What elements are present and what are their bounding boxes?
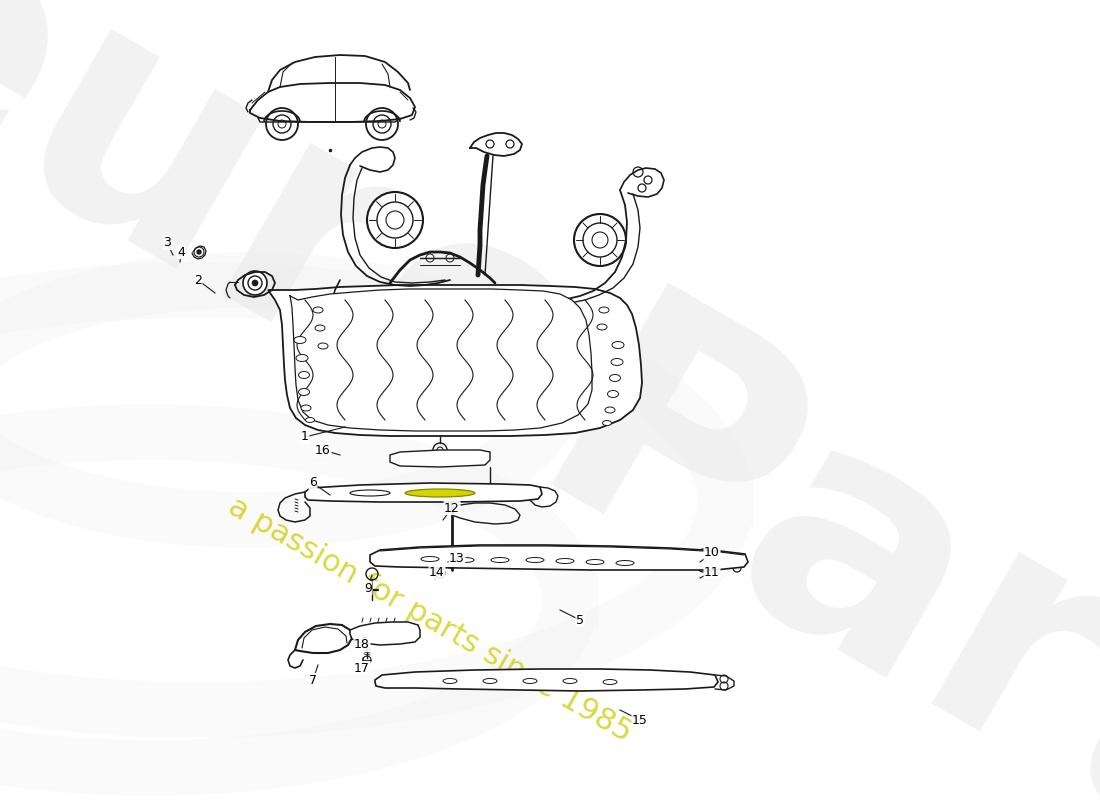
- Circle shape: [433, 443, 447, 457]
- Ellipse shape: [610, 358, 623, 366]
- Circle shape: [252, 280, 258, 286]
- Ellipse shape: [421, 557, 439, 562]
- Ellipse shape: [526, 558, 544, 562]
- Ellipse shape: [443, 678, 456, 683]
- Ellipse shape: [522, 678, 537, 683]
- Polygon shape: [370, 545, 748, 570]
- Ellipse shape: [350, 490, 390, 496]
- Circle shape: [243, 271, 267, 295]
- Ellipse shape: [605, 407, 615, 413]
- Polygon shape: [375, 669, 718, 691]
- Text: 4: 4: [177, 246, 185, 258]
- Circle shape: [197, 250, 201, 254]
- Ellipse shape: [556, 558, 574, 563]
- Text: 13: 13: [449, 551, 465, 565]
- Ellipse shape: [298, 371, 309, 378]
- Text: 18: 18: [354, 638, 370, 651]
- Ellipse shape: [314, 307, 323, 313]
- Ellipse shape: [616, 561, 634, 566]
- Text: 10: 10: [704, 546, 719, 559]
- Ellipse shape: [318, 343, 328, 349]
- Ellipse shape: [603, 679, 617, 685]
- Ellipse shape: [405, 489, 475, 497]
- Ellipse shape: [607, 390, 618, 398]
- Text: 9: 9: [364, 582, 372, 594]
- Ellipse shape: [315, 325, 324, 331]
- Polygon shape: [290, 289, 592, 431]
- Ellipse shape: [586, 559, 604, 565]
- Circle shape: [367, 192, 424, 248]
- Text: 5: 5: [576, 614, 584, 626]
- Text: 2: 2: [194, 274, 202, 286]
- Ellipse shape: [294, 337, 306, 343]
- Ellipse shape: [597, 324, 607, 330]
- Text: 14: 14: [429, 566, 444, 578]
- Ellipse shape: [563, 678, 578, 683]
- Text: 12: 12: [444, 502, 460, 514]
- Ellipse shape: [483, 678, 497, 683]
- Polygon shape: [268, 285, 642, 436]
- Text: 3: 3: [163, 237, 170, 250]
- Ellipse shape: [603, 421, 612, 426]
- Ellipse shape: [491, 558, 509, 562]
- Ellipse shape: [609, 374, 620, 382]
- Circle shape: [574, 214, 626, 266]
- Circle shape: [389, 629, 395, 635]
- Polygon shape: [390, 450, 490, 467]
- Ellipse shape: [456, 558, 474, 562]
- Ellipse shape: [298, 389, 309, 395]
- Polygon shape: [295, 624, 352, 653]
- Ellipse shape: [306, 418, 315, 422]
- Text: 17: 17: [354, 662, 370, 674]
- Text: 6: 6: [309, 477, 317, 490]
- Text: 7: 7: [309, 674, 317, 686]
- Ellipse shape: [612, 342, 624, 349]
- Text: 15: 15: [632, 714, 648, 726]
- Text: 16: 16: [315, 443, 331, 457]
- Polygon shape: [350, 622, 420, 645]
- Text: 11: 11: [704, 566, 719, 578]
- Ellipse shape: [301, 405, 311, 411]
- Text: 1: 1: [301, 430, 309, 443]
- Ellipse shape: [296, 354, 308, 362]
- Text: a passion for parts since 1985: a passion for parts since 1985: [223, 492, 637, 748]
- Ellipse shape: [600, 307, 609, 313]
- Polygon shape: [305, 483, 542, 502]
